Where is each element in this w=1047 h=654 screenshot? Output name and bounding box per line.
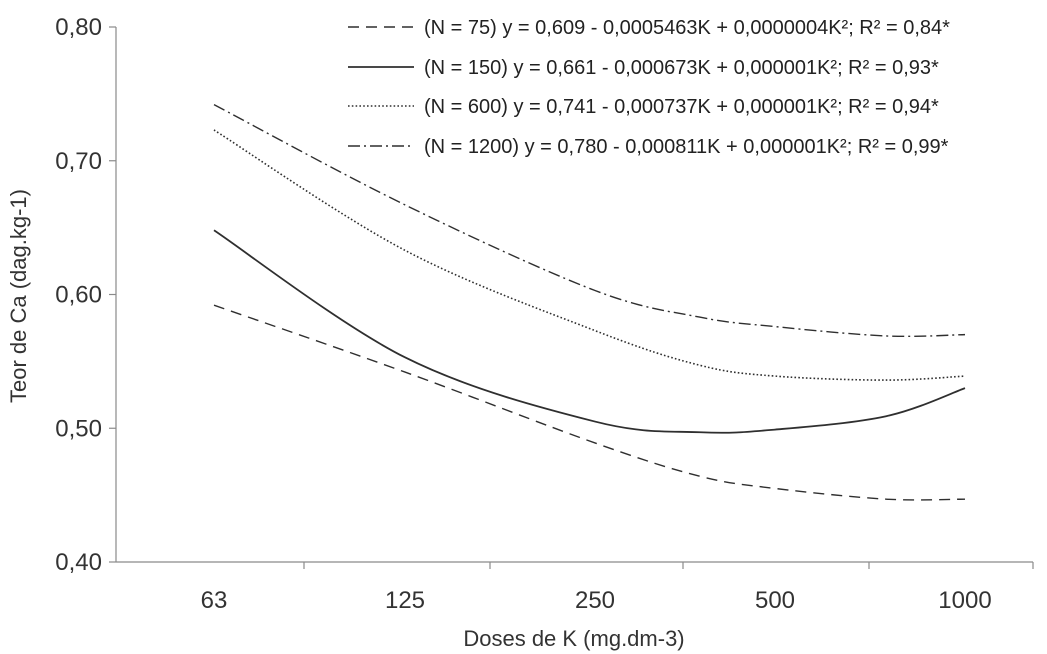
series-line-3 xyxy=(213,129,966,381)
x-axis-title: Doses de K (mg.dm-3) xyxy=(463,626,684,651)
legend-label-1: (N = 75) y = 0,609 - 0,0005463K + 0,0000… xyxy=(424,17,950,39)
legend-label-3: (N = 600) y = 0,741 - 0,000737K + 0,0000… xyxy=(424,96,939,118)
x-tick-label: 125 xyxy=(385,587,425,614)
x-tick-label: 500 xyxy=(755,587,795,614)
legend-label-4: (N = 1200) y = 0,780 - 0,000811K + 0,000… xyxy=(424,136,949,158)
y-ticks: 0,40 0,50 0,60 0,70 0,80 xyxy=(55,14,116,576)
y-tick-label: 0,60 xyxy=(55,282,102,309)
y-tick-label: 0,50 xyxy=(55,415,102,442)
legend-label-2: (N = 150) y = 0,661 - 0,000673K + 0,0000… xyxy=(424,57,939,79)
series-line-4 xyxy=(213,103,966,338)
y-tick-label: 0,80 xyxy=(55,14,102,41)
x-tick-label: 1000 xyxy=(938,587,991,614)
legend: (N = 75) y = 0,609 - 0,0005463K + 0,0000… xyxy=(348,17,950,158)
series-line-1 xyxy=(213,304,966,501)
x-ticks: 63 125 250 500 1000 xyxy=(201,562,1034,614)
x-tick-label: 250 xyxy=(575,587,615,614)
y-tick-label: 0,70 xyxy=(55,148,102,175)
series-lines xyxy=(213,103,966,501)
y-axis-title: Teor de Ca (dag.kg-1) xyxy=(6,189,31,403)
series-line-2 xyxy=(213,229,966,434)
x-tick-label: 63 xyxy=(201,587,228,614)
y-tick-label: 0,40 xyxy=(55,549,102,576)
